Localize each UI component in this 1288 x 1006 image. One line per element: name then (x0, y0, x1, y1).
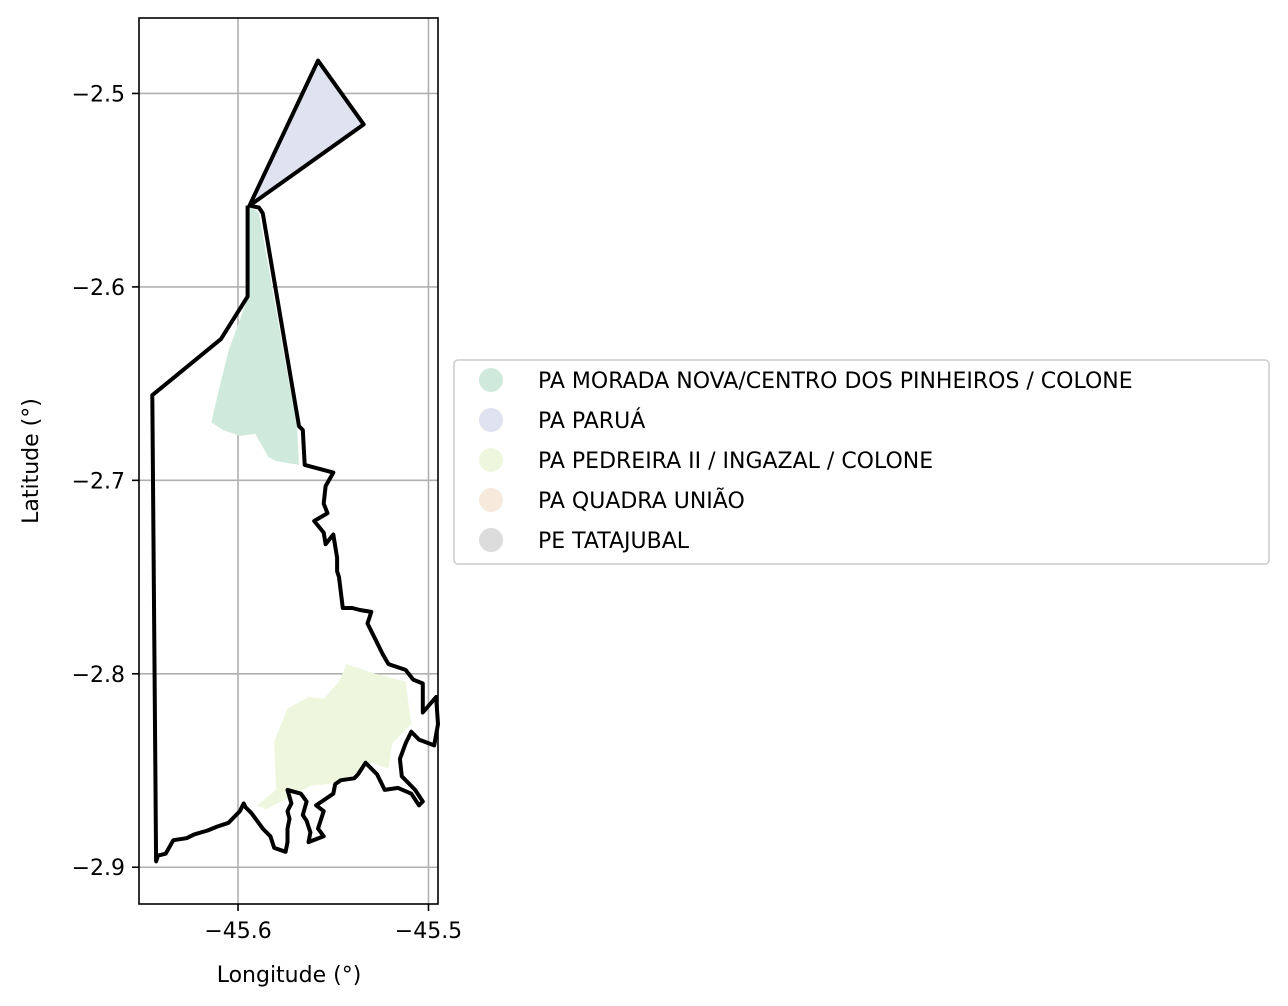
legend-swatch (479, 528, 503, 552)
legend-label: PA PEDREIRA II / INGAZAL / COLONE (538, 449, 933, 474)
legend: PA MORADA NOVA/CENTRO DOS PINHEIROS / CO… (453, 359, 1270, 565)
y-tick-label: −2.8 (72, 663, 125, 688)
legend-box (453, 359, 1270, 565)
legend-swatch (479, 488, 503, 512)
legend-swatch (479, 368, 503, 392)
municipality-outline (150, 58, 440, 864)
x-tick-label: −45.6 (204, 919, 271, 944)
legend-label: PA PARUÁ (538, 408, 645, 434)
grid-lines (139, 18, 438, 904)
settlement-areas (211, 60, 412, 810)
y-tick-label: −2.6 (72, 276, 125, 301)
legend-label: PE TATAJUBAL (538, 529, 690, 554)
y-axis-label: Latitude (°) (19, 398, 44, 524)
axis-ticks: −45.6 −45.5 −2.5 −2.6 −2.7 −2.8 −2.9 (72, 82, 463, 944)
axes-frame (138, 17, 439, 905)
settlement-area (211, 205, 299, 465)
settlement-area (257, 664, 412, 810)
municipality-boundary (150, 58, 440, 864)
x-tick-label: −45.5 (395, 919, 462, 944)
legend-swatch (479, 448, 503, 472)
legend-label: PA MORADA NOVA/CENTRO DOS PINHEIROS / CO… (538, 369, 1133, 394)
legend-swatch (479, 408, 503, 432)
y-tick-label: −2.5 (72, 82, 125, 107)
legend-label: PA QUADRA UNIÃO (538, 487, 745, 514)
x-axis-label: Longitude (°) (217, 963, 362, 988)
y-tick-label: −2.7 (72, 469, 125, 494)
settlement-area (249, 60, 364, 206)
plot-area: −45.6 −45.5 −2.5 −2.6 −2.7 −2.8 −2.9 (72, 17, 463, 944)
y-tick-label: −2.9 (72, 856, 125, 881)
